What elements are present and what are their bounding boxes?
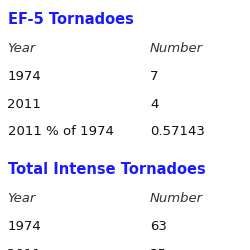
Text: 2011 % of 1974: 2011 % of 1974 <box>8 125 114 138</box>
Text: Number: Number <box>150 42 203 56</box>
Text: 4: 4 <box>150 98 158 110</box>
Text: 35: 35 <box>150 248 167 250</box>
Text: 1974: 1974 <box>8 70 41 83</box>
Text: 0.57143: 0.57143 <box>150 125 205 138</box>
Text: 1974: 1974 <box>8 220 41 233</box>
Text: Total Intense Tornadoes: Total Intense Tornadoes <box>8 162 205 178</box>
Text: 7: 7 <box>150 70 158 83</box>
Text: 2011: 2011 <box>8 248 42 250</box>
Text: 2011: 2011 <box>8 98 42 110</box>
Text: Year: Year <box>8 192 36 205</box>
Text: 63: 63 <box>150 220 167 233</box>
Text: Number: Number <box>150 192 203 205</box>
Text: EF-5 Tornadoes: EF-5 Tornadoes <box>8 12 134 28</box>
Text: Year: Year <box>8 42 36 56</box>
